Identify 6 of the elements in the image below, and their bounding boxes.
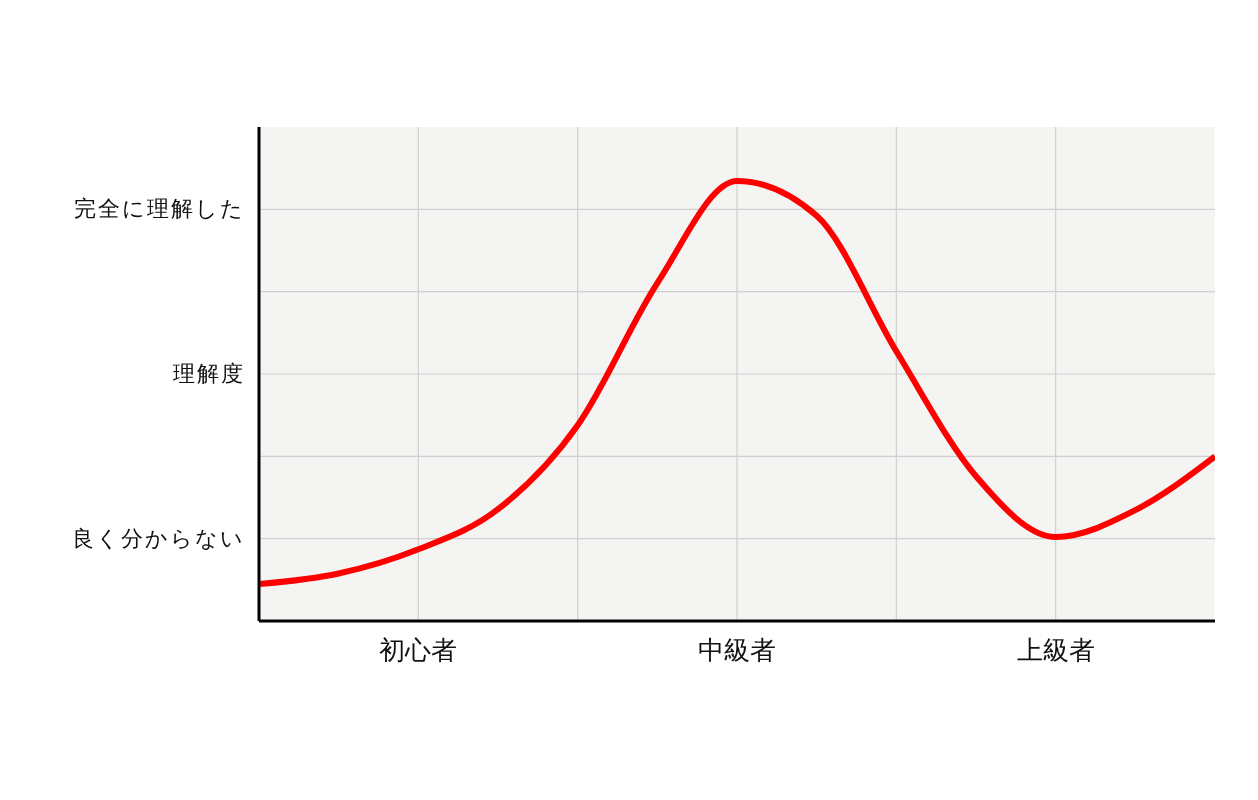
x-tick-label: 中級者 — [698, 635, 776, 666]
text: 完全に理解した — [74, 195, 245, 224]
x-tick-label: 初心者 — [379, 635, 458, 666]
text: 理解度 — [173, 360, 245, 388]
x-tick-label: 上級者 — [1016, 635, 1095, 666]
text: 良く分からない — [72, 524, 245, 553]
